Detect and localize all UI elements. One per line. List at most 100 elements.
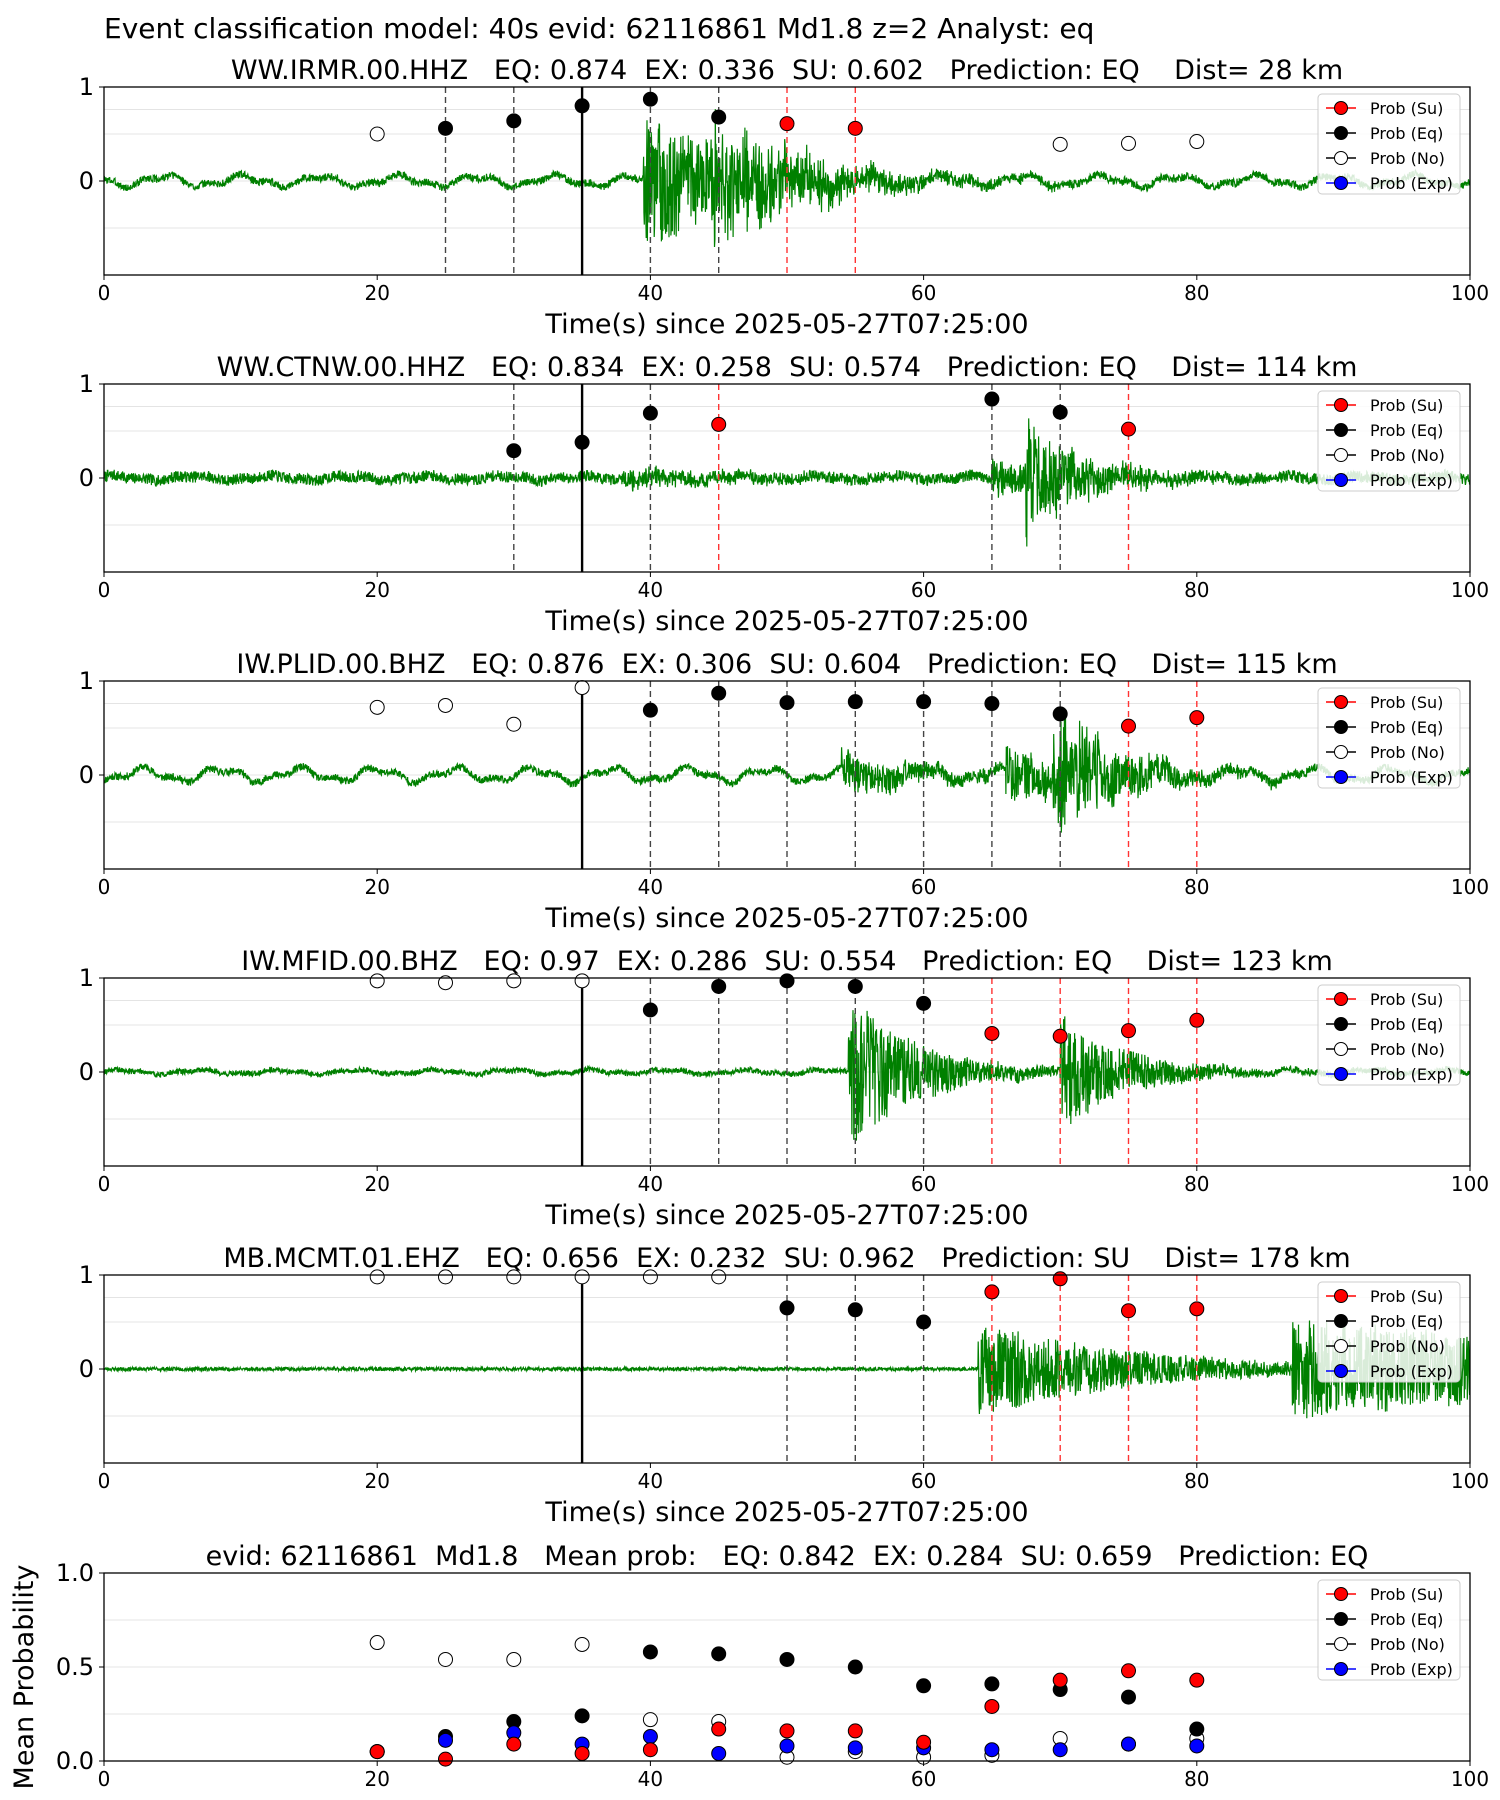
x-tick-label: 80 — [1184, 281, 1209, 305]
x-tick-label: 20 — [364, 1767, 389, 1791]
y-tick-label: 1 — [79, 964, 94, 992]
legend-marker-su — [1334, 992, 1348, 1006]
y-tick-label: 1.0 — [56, 1559, 94, 1587]
legend-box — [1317, 93, 1461, 195]
x-tick-label: 100 — [1451, 1172, 1489, 1196]
marker-eq — [847, 694, 863, 710]
seismic-trace — [104, 709, 1470, 833]
x-tick-label: 0 — [98, 578, 111, 602]
y-tick-label: 1 — [79, 370, 94, 398]
y-tick-label: 0 — [79, 464, 94, 492]
legend: Prob (Su) Prob (Eq) Prob (No) Prob (Exp) — [1317, 1281, 1461, 1383]
marker-no — [369, 1635, 385, 1651]
y-tick-label: 1 — [79, 1261, 94, 1289]
grid — [104, 1619, 1470, 1715]
marker-su — [984, 1025, 1000, 1041]
x-tick-label: 0 — [98, 1767, 111, 1791]
y-tick-label: 0 — [79, 1058, 94, 1086]
x-tick-label: 100 — [1451, 1767, 1489, 1791]
marker-eq — [574, 1708, 590, 1724]
marker-eq — [779, 973, 795, 989]
legend-marker-su — [1334, 695, 1348, 709]
x-tick-label: 0 — [98, 875, 111, 899]
marker-no — [506, 716, 522, 732]
marker-su — [779, 1723, 795, 1739]
marker-su — [1189, 710, 1205, 726]
x-tick-label: 60 — [911, 578, 936, 602]
marker-no — [711, 1269, 727, 1285]
y-tick-label: 0.5 — [56, 1653, 94, 1681]
marker-no — [438, 975, 453, 991]
legend: Prob (Su) Prob (Eq) Prob (No) Prob (Exp) — [1317, 390, 1461, 492]
marker-no — [1052, 136, 1068, 152]
marker-eq — [779, 1300, 795, 1316]
legend-marker-su — [1334, 398, 1348, 412]
marker-eq — [916, 1314, 932, 1330]
legend-label: Prob (No) — [1370, 1635, 1445, 1654]
legend: Prob (Su) Prob (Eq) Prob (No) Prob (Exp) — [1317, 93, 1461, 195]
marker-eq — [438, 120, 453, 136]
x-tick-label: 0 — [98, 1469, 111, 1493]
legend-label: Prob (Su) — [1370, 99, 1443, 118]
marker-eq — [779, 1651, 795, 1667]
legend-marker-exp — [1334, 770, 1348, 784]
legend-marker-eq — [1334, 1612, 1348, 1626]
marker-eq — [984, 1676, 1000, 1692]
legend-label: Prob (No) — [1370, 743, 1445, 762]
marker-exp — [779, 1738, 795, 1754]
legend-label: Prob (Su) — [1370, 1287, 1443, 1306]
x-tick-label: 100 — [1451, 875, 1489, 899]
x-axis-label: Time(s) since 2025-05-27T07:25:00 — [544, 309, 1028, 340]
x-tick-label: 60 — [911, 875, 936, 899]
y-tick-label: 0.0 — [56, 1747, 94, 1775]
x-tick-label: 40 — [638, 281, 663, 305]
legend-label: Prob (Eq) — [1370, 421, 1443, 440]
legend-label: Prob (Su) — [1370, 1585, 1443, 1604]
marker-no — [369, 699, 385, 715]
legend-box — [1317, 390, 1461, 492]
marker-no — [1189, 134, 1205, 150]
marker-eq — [1052, 706, 1068, 722]
marker-su — [506, 1736, 522, 1752]
marker-eq — [711, 685, 727, 701]
markers — [369, 91, 1205, 152]
panel-1: 0 20 40 60 80 100 0 1 WW.IRMR.00.HHZ EQ: 0.874 E… — [79, 55, 1489, 340]
legend-label: Prob (Eq) — [1370, 1610, 1443, 1629]
legend-marker-no — [1334, 1042, 1348, 1056]
marker-su — [847, 1723, 863, 1739]
marker-no — [574, 973, 590, 989]
marker-su — [1121, 1663, 1136, 1679]
legend-marker-exp — [1334, 473, 1348, 487]
x-tick-label: 80 — [1184, 1469, 1209, 1493]
legend-box — [1317, 1281, 1461, 1383]
marker-no — [438, 697, 453, 713]
x-tick-label: 60 — [911, 281, 936, 305]
marker-su — [1052, 1672, 1068, 1688]
marker-eq — [642, 1644, 658, 1660]
marker-eq — [1052, 404, 1068, 420]
marker-no — [506, 973, 522, 989]
legend-label: Prob (Eq) — [1370, 1015, 1443, 1034]
markers — [369, 680, 1205, 734]
legend-label: Prob (Exp) — [1370, 768, 1453, 787]
marker-eq — [916, 694, 932, 710]
legend-marker-exp — [1334, 1364, 1348, 1378]
marker-su — [984, 1698, 1000, 1714]
legend-label: Prob (No) — [1370, 1337, 1445, 1356]
panel-title: WW.IRMR.00.HHZ EQ: 0.874 EX: 0.336 SU: 0… — [231, 55, 1343, 86]
x-tick-label: 20 — [364, 281, 389, 305]
x-tick-label: 100 — [1451, 281, 1489, 305]
marker-exp — [1189, 1738, 1205, 1754]
marker-eq — [847, 978, 863, 994]
seismic-trace — [104, 418, 1470, 547]
panel-title: MB.MCMT.01.EHZ EQ: 0.656 EX: 0.232 SU: 0… — [223, 1243, 1350, 1274]
legend-label: Prob (Eq) — [1370, 1312, 1443, 1331]
x-tick-label: 80 — [1184, 1172, 1209, 1196]
legend-label: Prob (Su) — [1370, 990, 1443, 1009]
marker-no — [506, 1269, 522, 1285]
marker-eq — [642, 91, 658, 107]
marker-no — [574, 1269, 590, 1285]
panel-title: evid: 62116861 Md1.8 Mean prob: EQ: 0.84… — [206, 1541, 1369, 1572]
legend: Prob (Su) Prob (Eq) Prob (No) Prob (Exp) — [1317, 687, 1461, 789]
